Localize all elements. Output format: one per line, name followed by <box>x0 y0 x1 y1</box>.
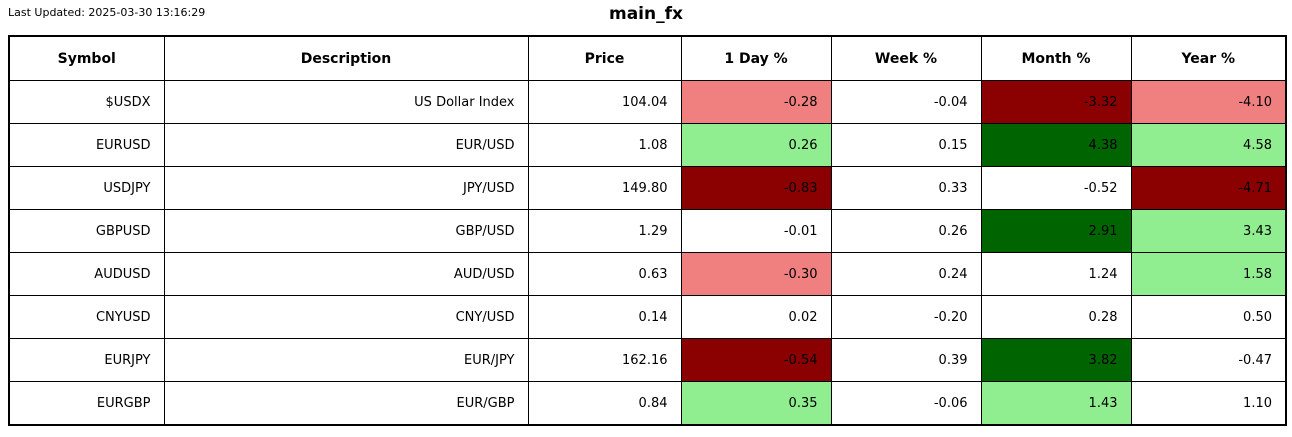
price-cell: 104.04 <box>527 80 682 124</box>
description-cell: EUR/JPY <box>163 338 529 382</box>
symbol-cell: GBPUSD <box>8 209 165 253</box>
year-change-cell: -0.47 <box>1130 338 1287 382</box>
day-change-cell: -0.28 <box>680 80 832 124</box>
col-header-week: Week % <box>830 35 982 81</box>
table-header-row: Symbol Description Price 1 Day % Week % … <box>8 35 1287 81</box>
table-row: EURUSD EUR/USD 1.08 0.26 0.15 4.38 4.58 <box>8 123 1287 167</box>
price-cell: 1.08 <box>527 123 682 167</box>
table-row: AUDUSD AUD/USD 0.63 -0.30 0.24 1.24 1.58 <box>8 252 1287 296</box>
price-cell: 162.16 <box>527 338 682 382</box>
last-updated-label: Last Updated: 2025-03-30 13:16:29 <box>8 6 206 19</box>
week-change-cell: 0.26 <box>830 209 982 253</box>
description-cell: JPY/USD <box>163 166 529 210</box>
week-change-cell: 0.15 <box>830 123 982 167</box>
day-change-cell: 0.02 <box>680 295 832 339</box>
table-row: $USDX US Dollar Index 104.04 -0.28 -0.04… <box>8 80 1287 124</box>
table-row: GBPUSD GBP/USD 1.29 -0.01 0.26 2.91 3.43 <box>8 209 1287 253</box>
table-row: CNYUSD CNY/USD 0.14 0.02 -0.20 0.28 0.50 <box>8 295 1287 339</box>
day-change-cell: -0.01 <box>680 209 832 253</box>
year-change-cell: 4.58 <box>1130 123 1287 167</box>
symbol-cell: AUDUSD <box>8 252 165 296</box>
year-change-cell: 0.50 <box>1130 295 1287 339</box>
month-change-cell: -3.32 <box>980 80 1132 124</box>
week-change-cell: 0.24 <box>830 252 982 296</box>
col-header-description: Description <box>163 35 529 81</box>
page-title: main_fx <box>609 4 683 24</box>
fx-table: Symbol Description Price 1 Day % Week % … <box>8 35 1287 426</box>
symbol-cell: $USDX <box>8 80 165 124</box>
price-cell: 0.84 <box>527 381 682 426</box>
month-change-cell: 4.38 <box>980 123 1132 167</box>
description-cell: CNY/USD <box>163 295 529 339</box>
year-change-cell: 1.10 <box>1130 381 1287 426</box>
description-cell: GBP/USD <box>163 209 529 253</box>
symbol-cell: EURJPY <box>8 338 165 382</box>
day-change-cell: 0.26 <box>680 123 832 167</box>
price-cell: 0.14 <box>527 295 682 339</box>
year-change-cell: 1.58 <box>1130 252 1287 296</box>
price-cell: 0.63 <box>527 252 682 296</box>
description-cell: EUR/GBP <box>163 381 529 426</box>
year-change-cell: -4.71 <box>1130 166 1287 210</box>
day-change-cell: -0.83 <box>680 166 832 210</box>
month-change-cell: 3.82 <box>980 338 1132 382</box>
symbol-cell: USDJPY <box>8 166 165 210</box>
description-cell: EUR/USD <box>163 123 529 167</box>
day-change-cell: 0.35 <box>680 381 832 426</box>
col-header-1day: 1 Day % <box>680 35 832 81</box>
symbol-cell: CNYUSD <box>8 295 165 339</box>
week-change-cell: -0.06 <box>830 381 982 426</box>
month-change-cell: 1.43 <box>980 381 1132 426</box>
col-header-month: Month % <box>980 35 1132 81</box>
price-cell: 149.80 <box>527 166 682 210</box>
col-header-price: Price <box>527 35 682 81</box>
day-change-cell: -0.54 <box>680 338 832 382</box>
price-cell: 1.29 <box>527 209 682 253</box>
month-change-cell: 0.28 <box>980 295 1132 339</box>
week-change-cell: -0.20 <box>830 295 982 339</box>
month-change-cell: 2.91 <box>980 209 1132 253</box>
description-cell: US Dollar Index <box>163 80 529 124</box>
col-header-year: Year % <box>1130 35 1287 81</box>
col-header-symbol: Symbol <box>8 35 165 81</box>
day-change-cell: -0.30 <box>680 252 832 296</box>
symbol-cell: EURGBP <box>8 381 165 426</box>
year-change-cell: -4.10 <box>1130 80 1287 124</box>
month-change-cell: -0.52 <box>980 166 1132 210</box>
table-row: EURJPY EUR/JPY 162.16 -0.54 0.39 3.82 -0… <box>8 338 1287 382</box>
week-change-cell: 0.33 <box>830 166 982 210</box>
description-cell: AUD/USD <box>163 252 529 296</box>
year-change-cell: 3.43 <box>1130 209 1287 253</box>
week-change-cell: -0.04 <box>830 80 982 124</box>
month-change-cell: 1.24 <box>980 252 1132 296</box>
table-row: USDJPY JPY/USD 149.80 -0.83 0.33 -0.52 -… <box>8 166 1287 210</box>
week-change-cell: 0.39 <box>830 338 982 382</box>
table-row: EURGBP EUR/GBP 0.84 0.35 -0.06 1.43 1.10 <box>8 381 1287 426</box>
symbol-cell: EURUSD <box>8 123 165 167</box>
